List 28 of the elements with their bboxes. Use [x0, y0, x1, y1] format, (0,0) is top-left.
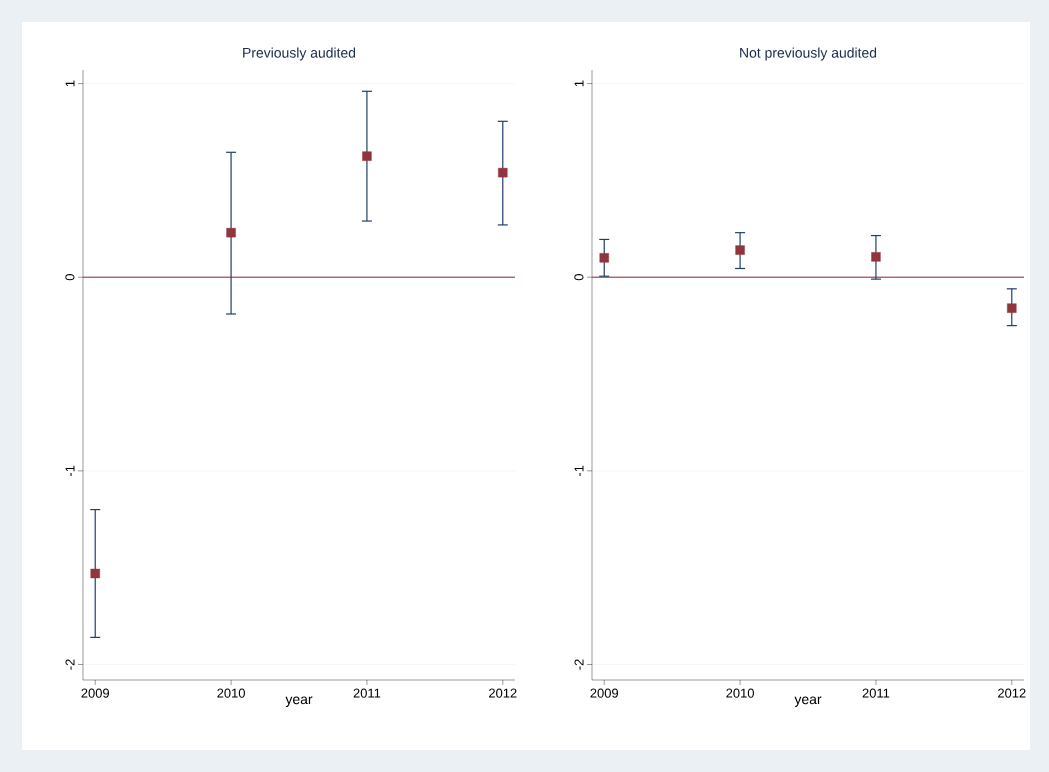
- point: [1007, 303, 1017, 313]
- point: [226, 227, 236, 238]
- x-tick-label: 2012: [998, 688, 1026, 698]
- y-tick-label: -1: [574, 465, 584, 477]
- y-tick-label: -2: [65, 659, 75, 670]
- y-tick-label: 1: [574, 80, 584, 87]
- point: [871, 252, 881, 262]
- y-tick-label: -1: [65, 465, 75, 477]
- x-tick-label: 2011: [353, 688, 381, 698]
- chart-title: Not previously audited: [740, 47, 877, 61]
- y-tick-label: 0: [574, 274, 584, 281]
- point: [90, 568, 100, 579]
- x-tick-label: 2010: [217, 688, 245, 698]
- point: [735, 245, 745, 255]
- x-tick-label: 2011: [862, 688, 890, 698]
- y-tick-label: 1: [65, 80, 75, 87]
- point: [362, 151, 372, 161]
- y-tick-label: -2: [574, 659, 584, 670]
- x-axis-title: year: [794, 696, 822, 707]
- x-tick-label: 2010: [726, 688, 754, 698]
- x-tick-label: 2009: [81, 688, 110, 698]
- x-tick-label: 2012: [489, 688, 517, 698]
- x-axis-title: year: [285, 696, 313, 707]
- chart-title: Previously audited: [243, 47, 356, 61]
- point: [599, 253, 609, 263]
- point: [498, 167, 508, 178]
- y-tick-label: 0: [65, 274, 75, 281]
- x-tick-label: 2009: [590, 688, 619, 698]
